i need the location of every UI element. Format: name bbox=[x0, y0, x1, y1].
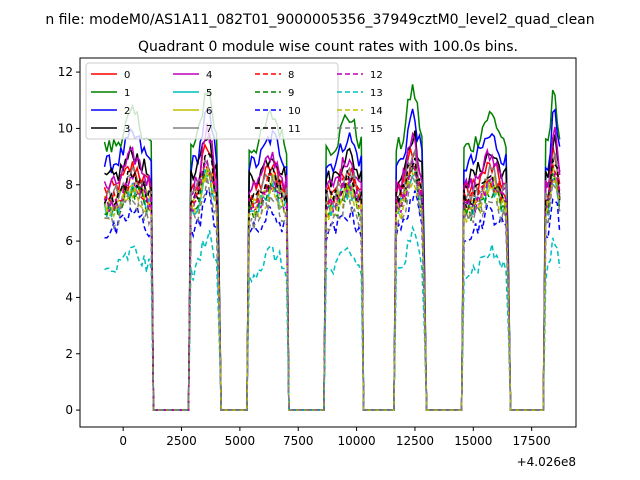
y-tick-label: 4 bbox=[65, 290, 73, 304]
legend-label-5: 5 bbox=[206, 88, 212, 99]
series-line-7 bbox=[103, 148, 561, 411]
series-line-5 bbox=[103, 168, 561, 411]
series-line-13 bbox=[104, 224, 561, 411]
x-axis: 0 2500 5000 7500 10000 12500 15000 17500 bbox=[119, 427, 551, 448]
legend-label-11: 11 bbox=[288, 124, 301, 135]
series-line-15 bbox=[104, 173, 561, 411]
legend-box bbox=[85, 62, 339, 140]
y-tick-label: 10 bbox=[58, 121, 73, 135]
y-axis: 0 2 4 6 8 10 12 bbox=[58, 65, 80, 417]
x-tick-label: 0 bbox=[119, 434, 127, 448]
chart-title: Quadrant 0 module wise count rates with … bbox=[138, 39, 518, 55]
y-tick-label: 8 bbox=[65, 178, 73, 192]
series-line-12 bbox=[103, 158, 561, 411]
y-tick-label: 0 bbox=[65, 403, 73, 417]
x-tick-label: 15000 bbox=[454, 434, 492, 448]
series-layer bbox=[103, 84, 561, 411]
legend-label-15: 15 bbox=[370, 124, 383, 135]
x-tick-label: 5000 bbox=[225, 434, 256, 448]
legend-label-4: 4 bbox=[206, 70, 212, 81]
y-tick-label: 6 bbox=[65, 234, 73, 248]
legend-label-14: 14 bbox=[370, 106, 383, 117]
legend-label-1: 1 bbox=[124, 88, 130, 99]
x-offset-text: +4.026e8 bbox=[517, 455, 576, 469]
chart-suptitle: n file: modeM0/AS1A11_082T01_9000005356_… bbox=[45, 12, 594, 28]
x-tick-label: 12500 bbox=[396, 434, 434, 448]
x-tick-label: 7500 bbox=[283, 434, 314, 448]
y-tick-label: 2 bbox=[65, 347, 73, 361]
legend-label-6: 6 bbox=[206, 106, 212, 117]
legend-label-9: 9 bbox=[288, 88, 294, 99]
x-tick-label: 2500 bbox=[166, 434, 197, 448]
legend-label-10: 10 bbox=[288, 106, 301, 117]
legend-label-0: 0 bbox=[124, 70, 130, 81]
legend-label-2: 2 bbox=[124, 106, 130, 117]
legend-label-3: 3 bbox=[124, 124, 130, 135]
x-tick-label: 10000 bbox=[337, 434, 375, 448]
series-line-14 bbox=[104, 163, 561, 411]
x-tick-label: 17500 bbox=[513, 434, 551, 448]
legend-label-7: 7 bbox=[206, 124, 212, 135]
legend-label-12: 12 bbox=[370, 70, 383, 81]
plot-area-frame bbox=[79, 57, 577, 428]
legend-label-13: 13 bbox=[370, 88, 383, 99]
legend-label-8: 8 bbox=[288, 70, 294, 81]
y-tick-label: 12 bbox=[58, 65, 73, 79]
